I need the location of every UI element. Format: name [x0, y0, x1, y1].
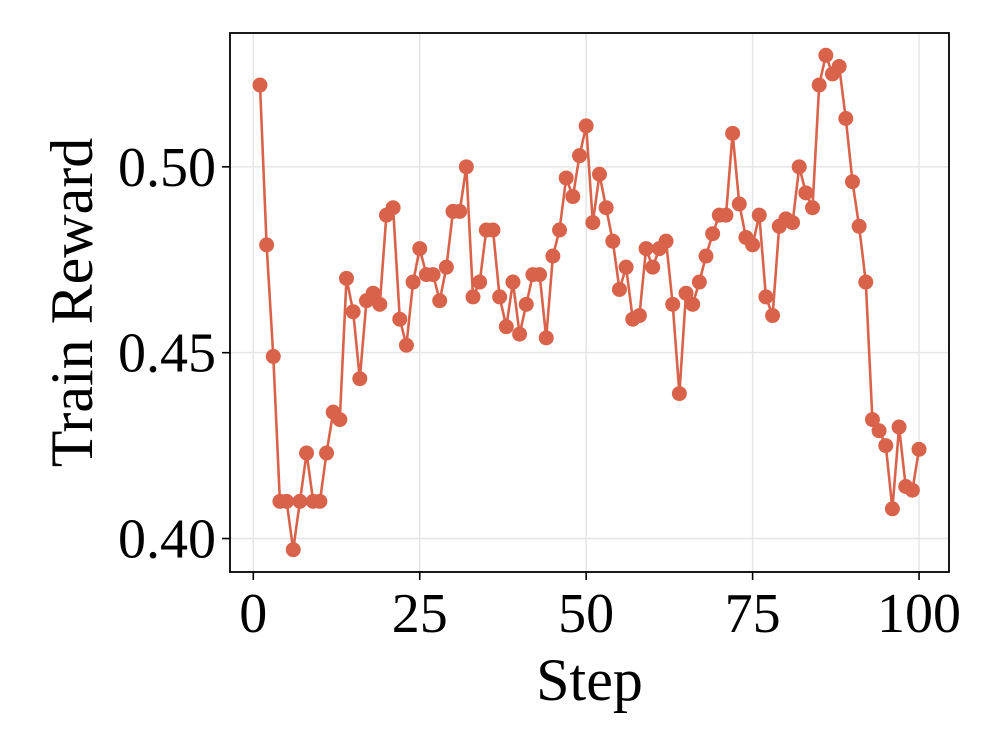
x-tick-label: 75: [725, 583, 781, 645]
data-point: [718, 207, 734, 223]
data-point: [385, 200, 401, 216]
data-point: [279, 493, 295, 509]
data-point: [691, 274, 707, 290]
data-point: [518, 296, 534, 312]
data-point: [911, 441, 927, 457]
data-point: [485, 222, 501, 238]
data-point: [811, 77, 827, 93]
data-point: [472, 274, 488, 290]
data-point: [725, 125, 741, 141]
data-point: [791, 159, 807, 175]
data-point: [532, 267, 548, 283]
x-tick-label: 50: [558, 583, 614, 645]
data-point: [678, 285, 694, 301]
data-point: [498, 319, 514, 335]
data-point: [432, 293, 448, 309]
series-layer: [252, 47, 927, 558]
data-point: [805, 200, 821, 216]
data-point: [572, 148, 588, 164]
data-point: [558, 170, 574, 186]
data-point: [299, 445, 315, 461]
data-point: [864, 412, 880, 428]
data-point: [705, 226, 721, 242]
data-point: [578, 118, 594, 134]
x-tick-label: 25: [392, 583, 448, 645]
data-point: [585, 215, 601, 231]
data-point: [698, 248, 714, 264]
data-point: [292, 493, 308, 509]
data-point: [631, 308, 647, 324]
data-point: [565, 189, 581, 205]
data-point: [844, 174, 860, 190]
data-point: [685, 296, 701, 312]
x-axis-title: Step: [536, 647, 643, 713]
data-point: [285, 542, 301, 558]
data-point: [392, 311, 408, 327]
data-point: [818, 47, 834, 63]
y-tick-label: 0.40: [118, 509, 216, 571]
y-axis-title: Train Reward: [39, 138, 105, 467]
y-tick-label: 0.50: [118, 137, 216, 199]
data-point: [372, 296, 388, 312]
x-tick-label: 0: [239, 583, 267, 645]
data-point: [665, 296, 681, 312]
data-point: [671, 386, 687, 402]
data-point: [598, 200, 614, 216]
data-point: [505, 274, 521, 290]
data-point: [831, 58, 847, 74]
data-point: [798, 185, 814, 201]
data-point: [352, 371, 368, 387]
data-point: [438, 259, 454, 275]
data-point: [252, 77, 268, 93]
data-point: [398, 337, 414, 353]
data-point: [545, 248, 561, 264]
plot-frame: [229, 32, 950, 573]
data-point: [345, 304, 361, 320]
data-point: [884, 501, 900, 517]
data-point: [785, 215, 801, 231]
data-point: [312, 493, 328, 509]
data-point: [538, 330, 554, 346]
data-point: [412, 241, 428, 257]
data-point: [904, 482, 920, 498]
data-point: [259, 237, 275, 253]
data-point: [365, 285, 381, 301]
data-point: [591, 166, 607, 182]
data-point: [638, 241, 654, 257]
data-point: [838, 110, 854, 126]
data-point: [891, 419, 907, 435]
data-point: [645, 259, 661, 275]
data-point: [858, 274, 874, 290]
data-point: [265, 348, 281, 364]
data-point: [765, 308, 781, 324]
data-point: [492, 289, 508, 305]
data-point: [751, 207, 767, 223]
data-point: [332, 412, 348, 428]
data-point: [452, 203, 468, 219]
x-tick-label: 100: [877, 583, 961, 645]
data-point: [465, 289, 481, 305]
data-point: [458, 159, 474, 175]
axis-ticks: 0 25 50 75 100 0.40 0.45 0.50: [118, 137, 961, 645]
data-point: [618, 259, 634, 275]
data-point: [871, 423, 887, 439]
data-point: [731, 196, 747, 212]
data-point: [758, 289, 774, 305]
data-point: [605, 233, 621, 249]
data-point: [878, 438, 894, 454]
data-point: [658, 233, 674, 249]
data-point: [405, 274, 421, 290]
data-point: [425, 267, 441, 283]
data-point: [745, 237, 761, 253]
data-point: [512, 326, 528, 342]
data-point: [319, 445, 335, 461]
data-point: [552, 222, 568, 238]
data-point: [339, 270, 355, 286]
data-point: [851, 218, 867, 234]
data-point: [611, 281, 627, 297]
y-tick-label: 0.45: [118, 323, 216, 385]
